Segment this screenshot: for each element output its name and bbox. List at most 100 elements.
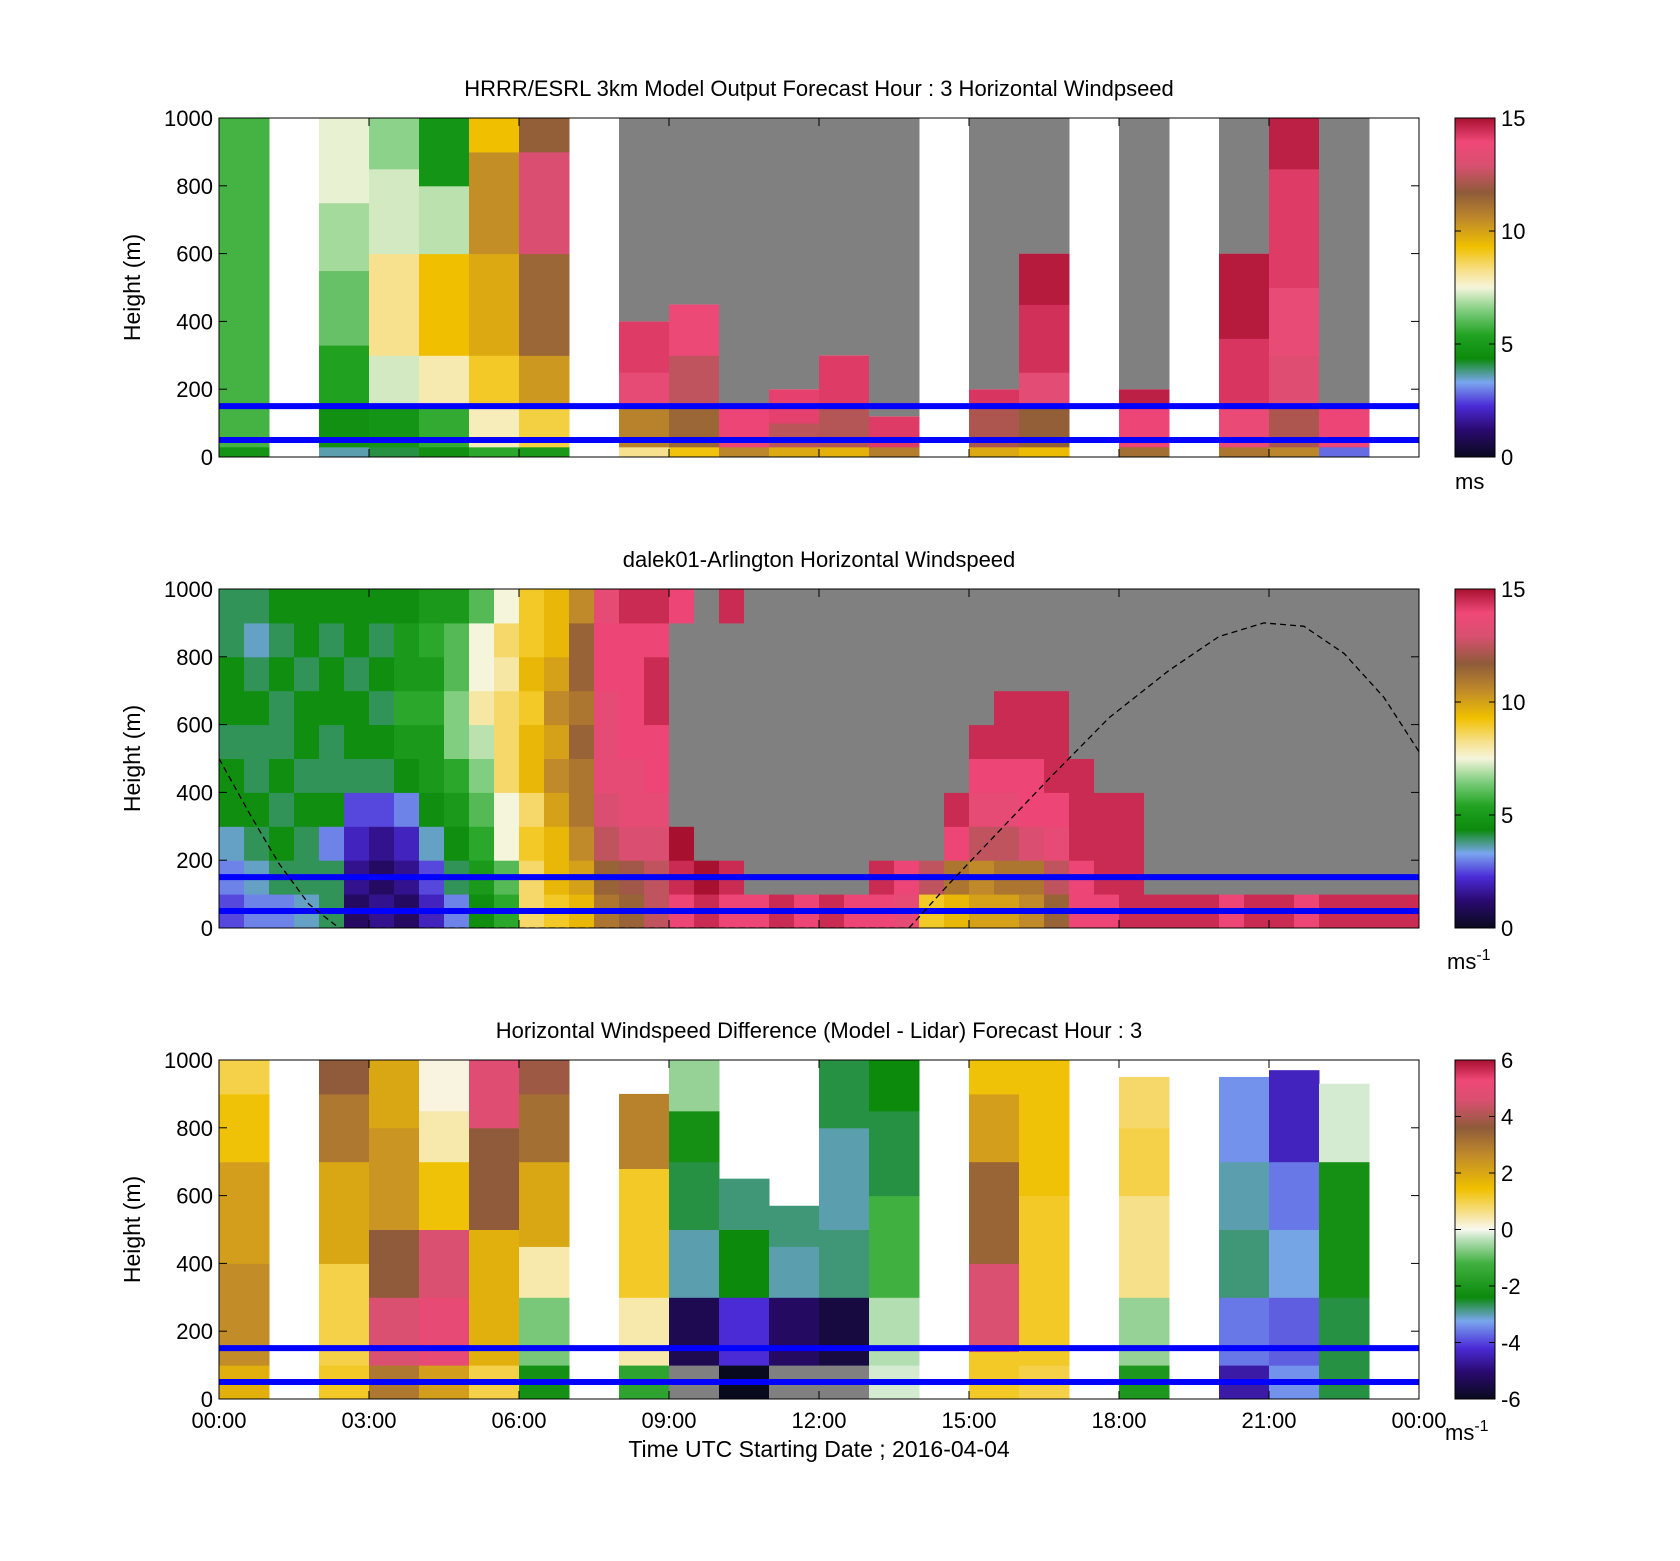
heatmap-cell [969,758,995,793]
heatmap-cell-missing [669,792,695,827]
heatmap-cell [369,724,395,759]
heatmap-cell [244,826,270,861]
heatmap-cell [519,826,545,861]
heatmap-cell-missing [1294,589,1320,624]
heatmap-cell [469,690,495,726]
heatmap-cell [519,1161,570,1247]
heatmap-cell-missing [1194,758,1220,793]
y-tick-label: 200 [176,377,213,402]
model-heatmap-cells [219,118,1370,457]
heatmap-cell [619,1093,670,1169]
heatmap-cell-missing [1119,622,1145,658]
heatmap-cell-missing [1094,758,1120,793]
heatmap-cell-missing [1294,690,1320,726]
heatmap-cell [269,656,295,692]
heatmap-cell [494,589,520,624]
heatmap-cell [369,253,420,356]
heatmap-cell-missing [769,724,795,759]
heatmap-cell-missing [1019,622,1045,658]
heatmap-cell-missing [819,656,845,692]
heatmap-cell-missing [819,690,845,726]
heatmap-cell-missing [1319,622,1345,658]
heatmap-cell [469,355,520,407]
heatmap-cell-missing [1119,690,1145,726]
heatmap-cell [719,1229,770,1298]
heatmap-cell [269,758,295,793]
heatmap-cell-missing [969,656,995,692]
y-tick-label: 400 [176,780,213,805]
heatmap-cell [419,690,445,726]
heatmap-cell-missing [1069,589,1095,624]
heatmap-cell-missing [669,690,695,726]
heatmap-cell-missing [994,656,1020,692]
heatmap-cell [519,589,545,624]
heatmap-cell [369,622,395,658]
heatmap-cell [469,151,520,255]
heatmap-cell-missing [1344,826,1370,861]
heatmap-cell [219,118,270,448]
x-tick-label: 03:00 [341,1408,396,1433]
y-tick-label: 1000 [164,1048,213,1073]
y-tick-label: 600 [176,1184,213,1209]
heatmap-cell [1119,1076,1170,1129]
heatmap-cell [369,1127,420,1230]
model-colorbar: 0 5 10 15 ms [1454,106,1525,494]
heatmap-cell [369,1229,420,1298]
heatmap-cell-missing [1319,118,1370,407]
heatmap-cell [469,656,495,692]
heatmap-cell-missing [844,826,870,861]
heatmap-cell [544,826,570,861]
heatmap-cell [419,622,445,658]
heatmap-cell-missing [1269,758,1295,793]
heatmap-cell [419,826,445,861]
difference-colorbar-unit: ms-1 [1445,1418,1489,1445]
heatmap-cell [219,826,245,861]
lidar-reference-lines [219,874,1419,915]
heatmap-cell [544,758,570,793]
heatmap-cell-missing [1344,724,1370,759]
heatmap-cell-missing [1069,622,1095,658]
heatmap-cell [419,1110,470,1163]
heatmap-cell-missing [1194,656,1220,692]
heatmap-cell [294,622,320,658]
heatmap-cell-missing [894,589,920,624]
difference-y-axis-label: Height (m) [119,1176,145,1283]
heatmap-cell [269,724,295,759]
heatmap-cell [1119,1127,1170,1197]
x-tick-label: 00:00 [191,1408,246,1433]
heatmap-cell [469,826,495,861]
heatmap-cell-missing [844,589,870,624]
heatmap-cell [669,1060,720,1112]
heatmap-cell [519,1093,570,1163]
heatmap-cell-missing [719,758,745,793]
heatmap-cell [994,758,1020,793]
heatmap-cell [469,622,495,658]
lidar-x-axis [218,589,1420,928]
heatmap-cell [669,304,720,356]
heatmap-cell [944,826,970,861]
heatmap-cell-missing [1269,656,1295,692]
heatmap-cell-missing [1269,826,1295,861]
heatmap-cell [444,690,470,726]
heatmap-cell-missing [1219,118,1270,254]
colorbar-tick-label: 15 [1501,577,1525,602]
lidar-colorbar-unit-exponent: -1 [1476,947,1490,964]
heatmap-cell-missing [1319,690,1345,726]
heatmap-cell-missing [1394,826,1419,861]
difference-colorbar-unit-exponent: -1 [1474,1418,1488,1435]
colorbar-tick-label: 10 [1501,690,1525,715]
heatmap-cell [1319,1297,1370,1366]
heatmap-cell-missing [1344,656,1370,692]
heatmap-cell [369,589,395,624]
heatmap-cell-missing [869,724,895,759]
heatmap-cell-missing [869,690,895,726]
heatmap-cell-missing [869,758,895,793]
heatmap-cell-missing [919,758,945,793]
heatmap-cell [1119,389,1170,407]
heatmap-cell [1219,1297,1270,1366]
heatmap-cell [419,253,470,356]
heatmap-cell [319,656,345,692]
heatmap-cell [619,656,645,692]
heatmap-cell-missing [694,622,720,658]
heatmap-cell [769,1297,820,1366]
